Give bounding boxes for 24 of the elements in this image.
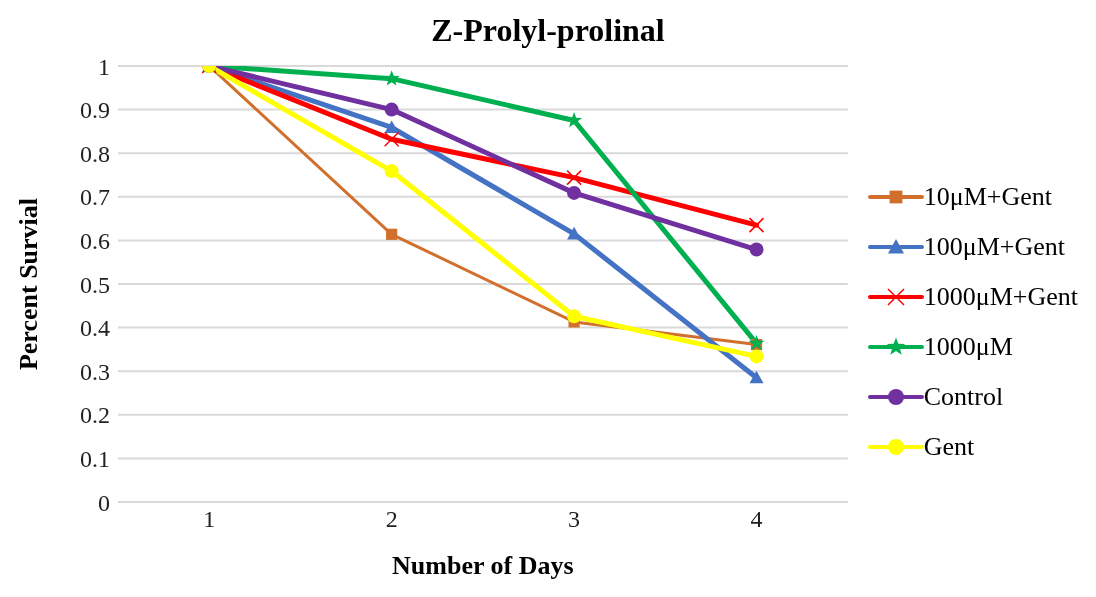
legend-label: 1000μM: [923, 332, 1013, 362]
y-tick-label: 0.3: [80, 358, 110, 385]
y-tick-label: 0: [98, 489, 110, 516]
y-tick-label: 0.7: [80, 184, 110, 211]
y-tick-label: 0.9: [80, 97, 110, 124]
legend-label: 1000μM+Gent: [923, 282, 1078, 312]
y-tick-label: 0.4: [80, 315, 110, 342]
y-tick-label: 0.1: [80, 445, 110, 472]
chart-title: Z-Prolyl-prolinal: [430, 11, 666, 50]
legend-label: Control: [923, 382, 1004, 412]
legend-label: 10μM+Gent: [923, 182, 1052, 212]
y-tick-label: 1: [98, 53, 110, 80]
y-tick-label: 0.8: [80, 140, 110, 167]
x-tick-label: 4: [750, 506, 763, 533]
y-tick-label: 0.6: [80, 227, 110, 254]
y-tick-label: 0.5: [80, 271, 110, 298]
x-axis-title: Number of Days: [392, 551, 574, 580]
legend-label: 100μM+Gent: [923, 232, 1065, 262]
x-tick-label: 2: [385, 506, 398, 533]
legend-label: Gent: [923, 432, 975, 462]
y-axis-title: Percent Survial: [14, 197, 44, 371]
y-tick-label: 0.2: [80, 402, 110, 429]
x-tick-label: 3: [568, 506, 581, 533]
x-tick-label: 1: [203, 506, 216, 533]
